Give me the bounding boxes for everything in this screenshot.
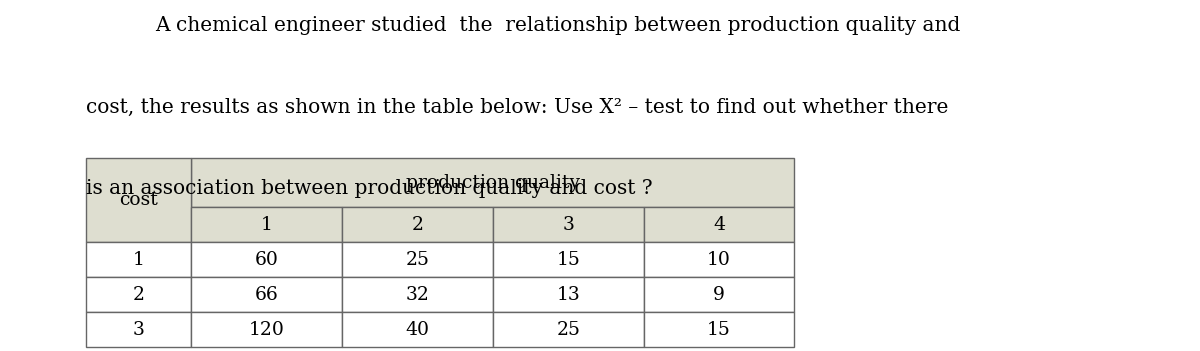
Text: A chemical engineer studied  the  relationship between production quality and: A chemical engineer studied the relation… [155, 16, 960, 35]
Text: 2: 2 [412, 216, 424, 234]
Bar [342, 242, 493, 277]
Text: 60: 60 [254, 251, 278, 269]
Bar [86, 312, 191, 347]
Bar [86, 242, 191, 277]
Text: 1: 1 [260, 216, 272, 234]
Text: 1: 1 [133, 251, 145, 269]
Bar [643, 277, 794, 312]
Text: 15: 15 [707, 321, 731, 339]
Bar [191, 242, 342, 277]
Bar [191, 312, 342, 347]
Text: 3: 3 [133, 321, 145, 339]
Bar [643, 242, 794, 277]
Bar [86, 277, 191, 312]
Text: cost, the results as shown in the table below: Use X² – test to find out whether: cost, the results as shown in the table … [86, 98, 949, 117]
Bar [342, 277, 493, 312]
Text: 66: 66 [254, 286, 278, 304]
Bar [191, 158, 794, 207]
Bar [493, 277, 643, 312]
Text: production quality: production quality [406, 174, 580, 192]
Bar [643, 312, 794, 347]
Text: 32: 32 [406, 286, 430, 304]
Bar [643, 207, 794, 242]
Text: 120: 120 [248, 321, 284, 339]
Bar [191, 277, 342, 312]
Text: 15: 15 [557, 251, 580, 269]
Bar [191, 207, 342, 242]
Bar [493, 242, 643, 277]
Text: 10: 10 [707, 251, 731, 269]
Text: 25: 25 [406, 251, 430, 269]
Bar [342, 312, 493, 347]
Bar [342, 207, 493, 242]
Bar [86, 158, 191, 242]
Text: 25: 25 [556, 321, 580, 339]
Text: cost: cost [120, 191, 158, 209]
Text: is an association between production quality and cost ?: is an association between production qua… [86, 179, 653, 198]
Text: 4: 4 [713, 216, 725, 234]
Bar [493, 312, 643, 347]
Text: 3: 3 [563, 216, 574, 234]
Bar [493, 207, 643, 242]
Text: 13: 13 [557, 286, 580, 304]
Text: 2: 2 [133, 286, 145, 304]
Text: 40: 40 [406, 321, 430, 339]
Text: 9: 9 [713, 286, 725, 304]
